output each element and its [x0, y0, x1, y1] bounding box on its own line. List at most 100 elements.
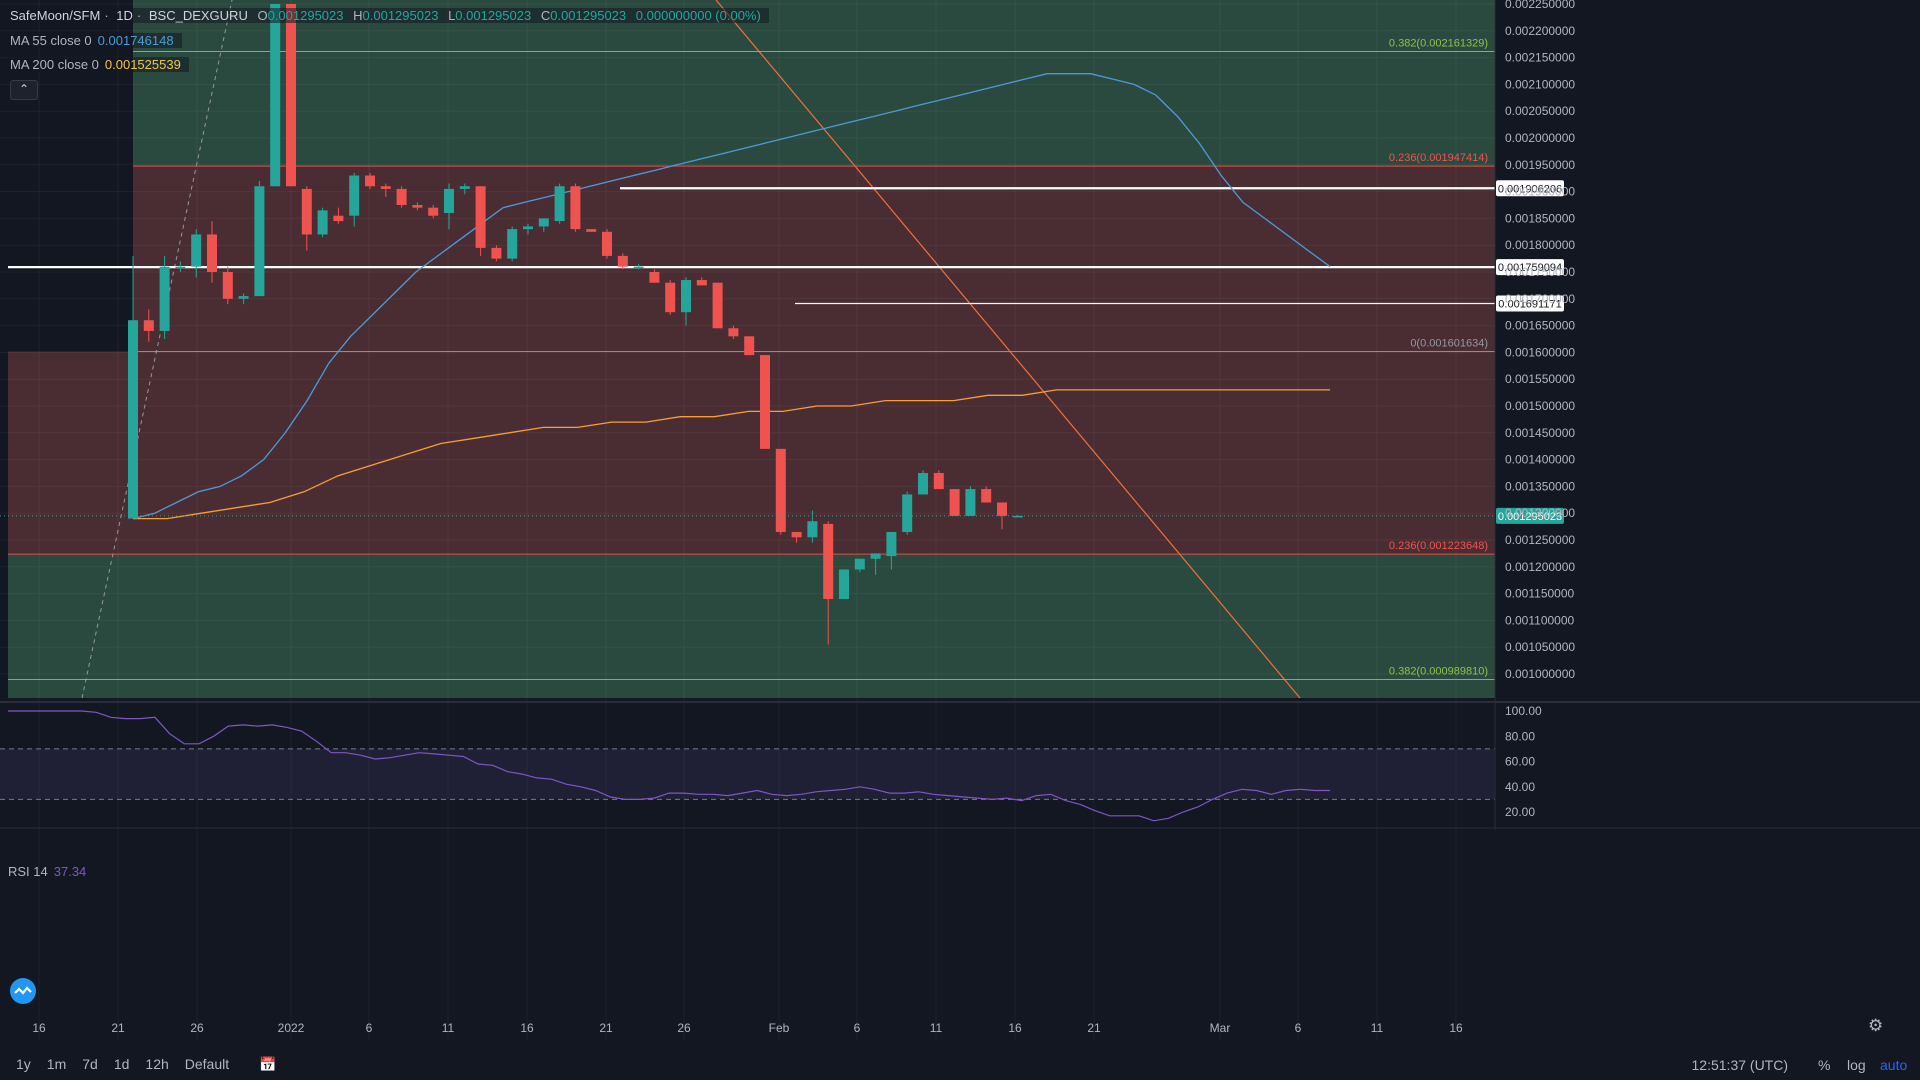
time-tick-label: Feb	[769, 1021, 790, 1035]
close-value: 0.001295023	[550, 8, 627, 23]
candle-body	[475, 186, 486, 248]
trend-lines	[81, 0, 1301, 699]
candle-body	[317, 210, 328, 235]
candle-body	[791, 531, 802, 538]
candle-body	[349, 175, 360, 216]
price-tick-label: 0.001250000	[1505, 533, 1575, 547]
rsi-legend[interactable]: RSI 14 37.34	[8, 863, 92, 881]
price-tick-label: 0.001000000	[1505, 667, 1575, 681]
chevron-up-icon: ⌃	[18, 82, 30, 96]
last-price-line: 0.001295023	[0, 507, 1564, 524]
price-tick-label: 0.001100000	[1505, 613, 1575, 627]
price-tick-label: 0.001400000	[1505, 453, 1575, 467]
price-tick-label: 0.001300000	[1505, 506, 1575, 520]
candle-body	[649, 272, 660, 283]
candle-body	[396, 188, 407, 205]
exchange-label: BSC_DEXGURU	[148, 8, 248, 23]
candle-body	[159, 266, 170, 331]
tradingview-logo-icon[interactable]	[10, 978, 36, 1004]
candle-body	[444, 188, 454, 214]
price-tick-label: 0.002000000	[1505, 131, 1575, 145]
candle-body	[570, 186, 581, 230]
rsi-tick-label: 20.00	[1505, 805, 1535, 819]
price-tick-label: 0.002050000	[1505, 104, 1575, 118]
time-tick-label: 6	[1295, 1021, 1302, 1035]
candle-body	[965, 489, 976, 516]
time-axis[interactable]: 16 21 26 2022 6 11 16 21 26 Feb 6 11 16 21 Mar 6 11 16	[0, 827, 1920, 1035]
candlesticks	[128, 4, 1023, 645]
candle-body	[523, 226, 533, 230]
rsi-pane: 100.00 80.00 60.00 40.00 20.00	[0, 701, 1920, 822]
open-value: 0.001295023	[267, 8, 344, 23]
time-tick-label: 6	[854, 1021, 861, 1035]
percent-scale-toggle[interactable]: %	[1818, 1057, 1831, 1073]
price-tick-label: 0.002250000	[1505, 0, 1575, 11]
candle-body	[681, 280, 691, 313]
range-default[interactable]: Default	[184, 1056, 230, 1072]
candle-body	[918, 473, 928, 495]
range-12h[interactable]: 12h	[145, 1056, 169, 1072]
ma200-legend[interactable]: MA 200 close 0 0.001525539	[8, 56, 195, 74]
zone-green-bottom	[8, 554, 1495, 698]
price-tick-label: 0.001550000	[1505, 372, 1575, 386]
fib-label: 0(0.001601634)	[1410, 338, 1488, 350]
range-1d[interactable]: 1d	[113, 1056, 130, 1072]
symbol-name[interactable]: SafeMoon/SFM	[10, 8, 101, 23]
low-label: L	[448, 8, 456, 23]
time-tick-label: 16	[520, 1021, 534, 1035]
date-range-icon[interactable]: 📅	[259, 1055, 277, 1072]
ma55-legend[interactable]: MA 55 close 0 0.001746148	[8, 32, 188, 50]
candle-body	[1012, 515, 1023, 518]
range-1y[interactable]: 1y	[16, 1056, 31, 1072]
symbol-legend: SafeMoon/SFM · 1D · BSC_DEXGURU O0.0012950…	[8, 7, 775, 25]
candle-body	[949, 489, 960, 516]
candle-body	[507, 229, 518, 259]
time-tick-label: 2022	[278, 1021, 305, 1035]
rsi-tick-label: 40.00	[1505, 780, 1535, 794]
price-tick-label: 0.001850000	[1505, 211, 1575, 225]
rsi-value: 37.34	[53, 864, 87, 879]
price-tick-label: 0.002200000	[1505, 24, 1575, 38]
price-tick-label: 0.001600000	[1505, 345, 1575, 359]
interval-label[interactable]: 1D	[116, 8, 133, 23]
candle-body	[902, 494, 913, 532]
time-tick-label: 21	[1087, 1021, 1101, 1035]
horizontal-levels[interactable]: 0.382(0.002161329) 0.236(0.001947414) 0(0.…	[8, 38, 1564, 680]
candle-body	[886, 531, 897, 557]
price-tick-label: 0.001350000	[1505, 479, 1575, 493]
utc-clock[interactable]: 12:51:37 (UTC)	[1691, 1057, 1788, 1073]
candle-body	[128, 320, 138, 519]
log-scale-toggle[interactable]: log	[1847, 1057, 1866, 1073]
price-axis[interactable]: 0.002250000 0.002200000 0.002150000 0.00210…	[1494, 0, 1575, 830]
candle-body	[617, 255, 628, 267]
candle-body	[238, 296, 249, 299]
time-tick-label: 11	[1371, 1021, 1384, 1035]
time-tick-label: 26	[677, 1021, 691, 1035]
auto-scale-toggle[interactable]: auto	[1880, 1057, 1908, 1073]
collapse-legend-button[interactable]: ⌃	[10, 80, 38, 100]
candle-body	[191, 234, 202, 267]
last-price-label: 0.001295023	[1498, 511, 1562, 523]
grid-lines	[0, 0, 1495, 1040]
candle-body	[380, 186, 391, 189]
candle-body	[143, 320, 154, 331]
range-7d[interactable]: 7d	[82, 1056, 98, 1072]
price-level-label: 0.001691171	[1498, 299, 1561, 311]
rsi-line	[8, 710, 1330, 822]
candle-body	[286, 4, 296, 187]
price-tick-label: 0.001450000	[1505, 426, 1575, 440]
price-tick-label: 0.002100000	[1505, 77, 1575, 91]
candle-body	[333, 215, 344, 222]
range-1m[interactable]: 1m	[46, 1056, 67, 1072]
candle-body	[807, 521, 818, 538]
candle-body	[665, 282, 676, 313]
zone-red-upper	[133, 166, 1495, 352]
candle-body	[633, 266, 644, 269]
settings-gear-icon[interactable]: ⚙	[1868, 1016, 1884, 1035]
candle-body	[175, 266, 186, 269]
bottom-toolbar: 1y 1m 7d 1d 12h Default 📅 12:51:37 (UTC)…	[0, 1048, 1920, 1080]
price-tick-label: 0.001050000	[1505, 640, 1575, 654]
trendline-dashed	[81, 0, 233, 699]
candle-body	[207, 234, 217, 272]
